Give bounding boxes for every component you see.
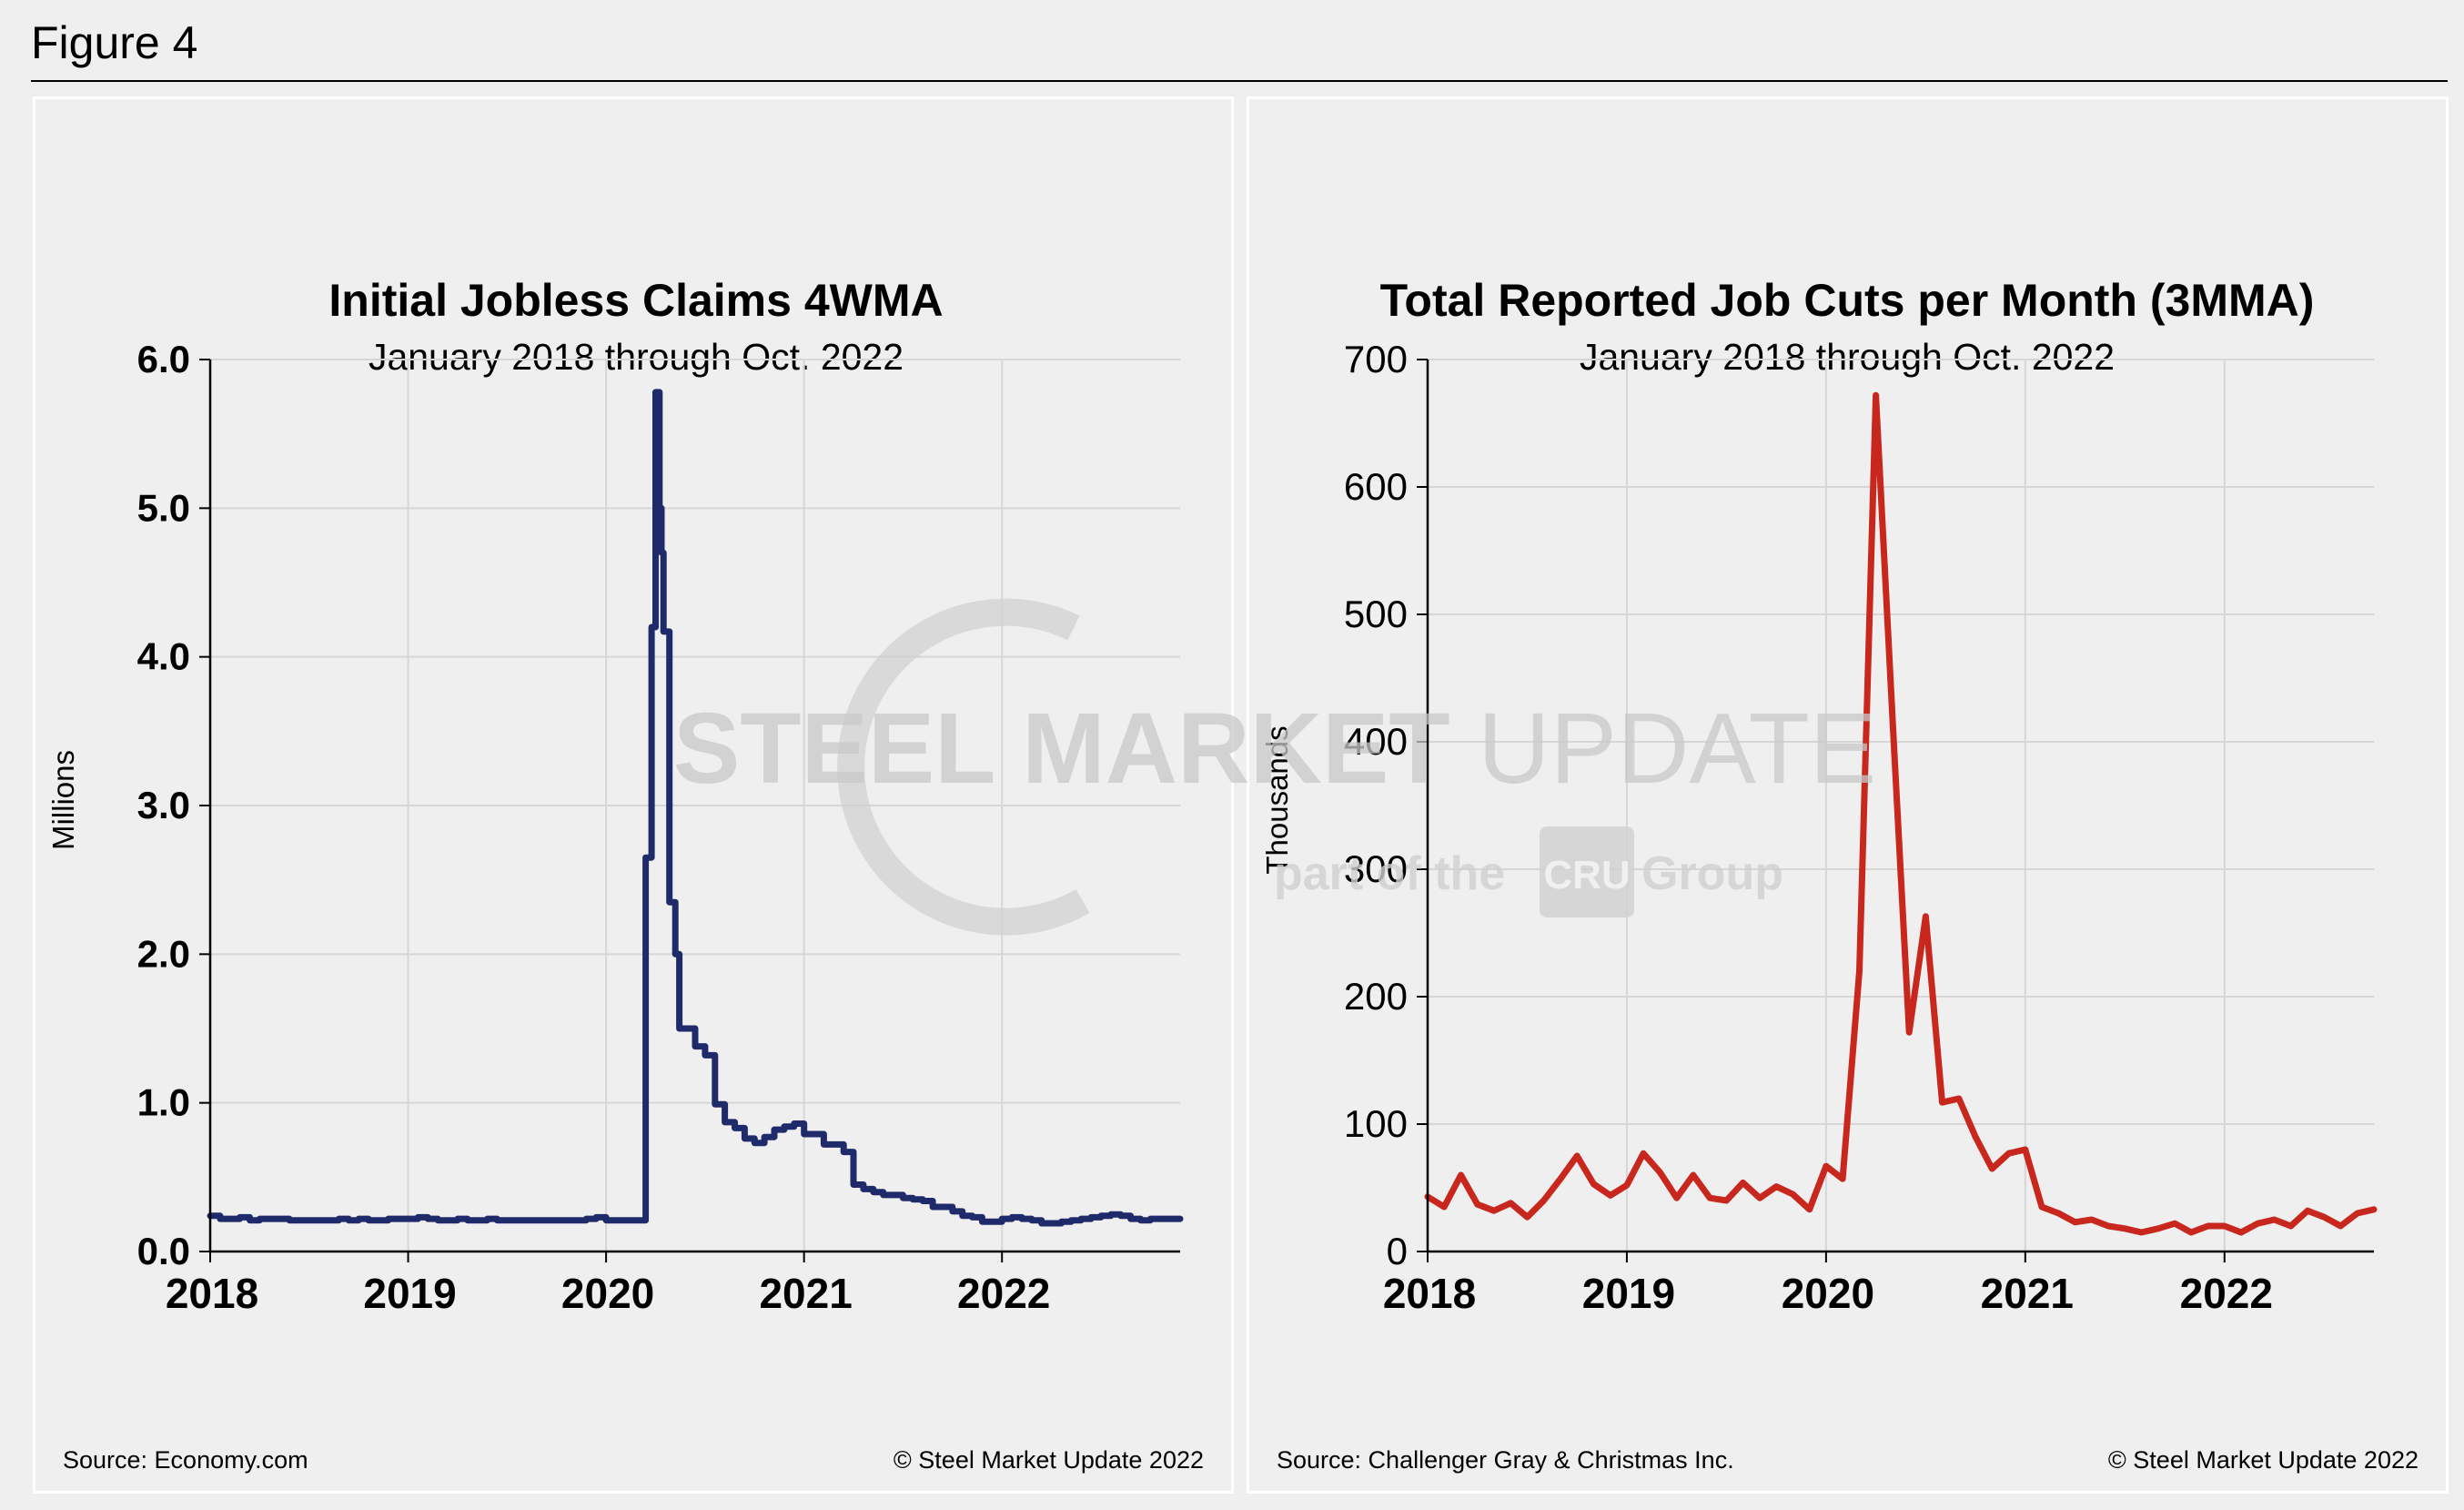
chart-subtitle: January 2018 through Oct. 2022 — [1580, 336, 2115, 378]
y-tick-label: 3.0 — [137, 784, 190, 826]
copyright-note: © Steel Market Update 2022 — [2107, 1446, 2419, 1474]
x-tick-label: 2020 — [1782, 1270, 1874, 1317]
x-tick-label: 2020 — [561, 1270, 654, 1317]
y-tick-label: 100 — [1344, 1102, 1408, 1145]
chart-panel-job-cuts: Total Reported Job Cuts per Month (3MMA)… — [1247, 96, 2449, 1494]
copyright-note: © Steel Market Update 2022 — [893, 1446, 1204, 1474]
series-line — [1424, 391, 2378, 1236]
chart-title: Total Reported Job Cuts per Month (3MMA) — [1380, 275, 2315, 326]
job-cuts-chart: Total Reported Job Cuts per Month (3MMA)… — [1260, 275, 2378, 1317]
figure-label: Figure 4 — [31, 17, 198, 68]
y-tick-label: 300 — [1344, 847, 1408, 890]
y-tick-label: 0 — [1387, 1230, 1408, 1272]
x-tick-label: 2021 — [1981, 1270, 2074, 1317]
x-tick-label: 2019 — [363, 1270, 456, 1317]
y-tick-label: 0.0 — [137, 1230, 190, 1272]
x-tick-label: 2018 — [166, 1270, 258, 1317]
chart-title: Initial Jobless Claims 4WMA — [328, 275, 943, 326]
jobless-claims-chart: Initial Jobless Claims 4WMA January 2018… — [46, 275, 1184, 1317]
x-tick-label: 2022 — [957, 1270, 1050, 1317]
y-tick-label: 500 — [1344, 593, 1408, 635]
y-tick-label: 2.0 — [137, 932, 190, 975]
y-tick-label: 1.0 — [137, 1081, 190, 1124]
chart-panel-jobless-claims: Initial Jobless Claims 4WMA January 2018… — [33, 96, 1234, 1494]
y-axis-label: Thousands — [1260, 725, 1294, 874]
y-tick-label: 600 — [1344, 465, 1408, 508]
x-tick-label: 2021 — [759, 1270, 852, 1317]
x-tick-label: 2022 — [2180, 1270, 2273, 1317]
y-tick-label: 400 — [1344, 720, 1408, 763]
source-note: Source: Economy.com — [63, 1446, 308, 1474]
source-note: Source: Challenger Gray & Christmas Inc. — [1277, 1446, 1734, 1474]
y-tick-label: 700 — [1344, 338, 1408, 380]
chart-subtitle: January 2018 through Oct. 2022 — [369, 336, 904, 378]
y-axis-label: Millions — [46, 750, 80, 850]
x-tick-label: 2019 — [1582, 1270, 1675, 1317]
series-line — [207, 389, 1184, 1227]
x-tick-label: 2018 — [1383, 1270, 1476, 1317]
y-tick-label: 4.0 — [137, 635, 190, 678]
y-tick-label: 200 — [1344, 975, 1408, 1018]
y-tick-label: 5.0 — [137, 486, 190, 529]
y-tick-label: 6.0 — [137, 338, 190, 380]
figure-rule — [31, 80, 2448, 82]
